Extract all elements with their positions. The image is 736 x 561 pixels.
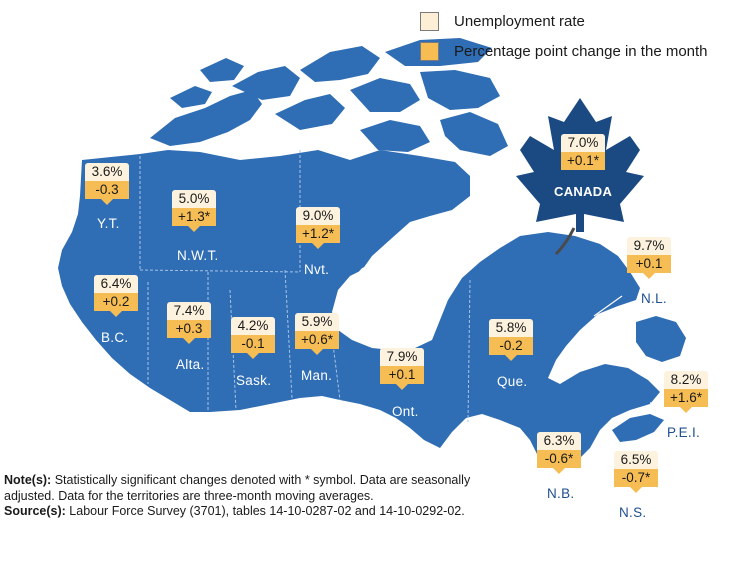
rate-nl: 9.7% — [627, 237, 671, 255]
legend-label-change: Percentage point change in the month — [454, 42, 708, 60]
maple-leaf-stem — [554, 227, 576, 256]
notes: Note(s): Statistically significant chang… — [4, 473, 474, 520]
label-canada: CANADA — [554, 184, 613, 199]
label-mb: Man. — [301, 368, 333, 383]
nova-scotia-shape — [612, 414, 664, 442]
rate-on: 7.9% — [380, 348, 424, 366]
callout-pointer — [101, 199, 113, 205]
label-nwt: N.W.T. — [177, 248, 219, 263]
rate-mb: 5.9% — [295, 313, 339, 331]
hudson-bay — [342, 262, 438, 340]
callout-on: 7.9% +0.1 — [380, 348, 424, 390]
rate-nwt: 5.0% — [172, 190, 216, 208]
change-pei: +1.6* — [664, 389, 708, 407]
label-nb: N.B. — [547, 486, 575, 501]
callout-ns: 6.5% -0.7* — [614, 451, 658, 493]
label-yt: Y.T. — [97, 216, 120, 231]
source-line: Source(s): Labour Force Survey (3701), t… — [4, 504, 474, 520]
label-bc: B.C. — [101, 330, 129, 345]
callout-pointer — [188, 226, 200, 232]
rate-canada: 7.0% — [561, 134, 605, 152]
rate-bc: 6.4% — [94, 275, 138, 293]
callout-pointer — [630, 487, 642, 493]
change-canada: +0.1* — [561, 152, 605, 170]
callout-nl: 9.7% +0.1 — [627, 237, 671, 279]
source-heading: Source(s): — [4, 504, 66, 518]
callout-canada: 7.0% +0.1* — [561, 134, 605, 170]
change-nvt: +1.2* — [296, 225, 340, 243]
legend-label-rate: Unemployment rate — [454, 12, 585, 30]
callout-mb: 5.9% +0.6* — [295, 313, 339, 355]
callout-nwt: 5.0% +1.3* — [172, 190, 216, 232]
pei-shape — [626, 394, 650, 404]
change-qc: -0.2 — [489, 337, 533, 355]
rate-nb: 6.3% — [537, 432, 581, 450]
callout-nb: 6.3% -0.6* — [537, 432, 581, 474]
callout-qc: 5.8% -0.2 — [489, 319, 533, 361]
note-text: Statistically significant changes denote… — [4, 473, 471, 503]
callout-pointer — [643, 273, 655, 279]
newfoundland-island — [636, 316, 686, 362]
label-nvt: Nvt. — [304, 262, 330, 277]
legend: Unemployment rate Percentage point chang… — [420, 8, 730, 68]
leader-lines — [593, 295, 665, 405]
rate-qc: 5.8% — [489, 319, 533, 337]
change-bc: +0.2 — [94, 293, 138, 311]
callout-pei: 8.2% +1.6* — [664, 371, 708, 413]
rate-pei: 8.2% — [664, 371, 708, 389]
change-nl: +0.1 — [627, 255, 671, 273]
callout-pointer — [396, 384, 408, 390]
label-ab: Alta. — [176, 357, 205, 372]
label-qc: Que. — [497, 374, 528, 389]
callout-pointer — [311, 349, 323, 355]
callout-sk: 4.2% -0.1 — [231, 317, 275, 359]
callout-pointer — [680, 407, 692, 413]
change-yt: -0.3 — [85, 181, 129, 199]
callout-bc: 6.4% +0.2 — [94, 275, 138, 317]
change-on: +0.1 — [380, 366, 424, 384]
rate-sk: 4.2% — [231, 317, 275, 335]
label-on: Ont. — [392, 404, 419, 419]
note-heading: Note(s): — [4, 473, 52, 487]
callout-pointer — [247, 353, 259, 359]
legend-row-change: Percentage point change in the month — [420, 38, 730, 64]
change-nb: -0.6* — [537, 450, 581, 468]
label-pei: P.E.I. — [667, 425, 701, 440]
note-line: Note(s): Statistically significant chang… — [4, 473, 474, 504]
callout-pointer — [505, 355, 517, 361]
change-mb: +0.6* — [295, 331, 339, 349]
callout-pointer — [553, 468, 565, 474]
change-ns: -0.7* — [614, 469, 658, 487]
callout-pointer — [183, 338, 195, 344]
legend-swatch-change — [420, 41, 439, 61]
callout-nvt: 9.0% +1.2* — [296, 207, 340, 249]
label-sk: Sask. — [236, 373, 272, 388]
callout-pointer — [312, 243, 324, 249]
legend-row-rate: Unemployment rate — [420, 8, 730, 34]
callout-ab: 7.4% +0.3 — [167, 302, 211, 344]
callout-yt: 3.6% -0.3 — [85, 163, 129, 205]
rate-nvt: 9.0% — [296, 207, 340, 225]
rate-ns: 6.5% — [614, 451, 658, 469]
arctic-archipelago — [150, 38, 508, 156]
change-sk: -0.1 — [231, 335, 275, 353]
label-ns: N.S. — [619, 505, 647, 520]
source-text: Labour Force Survey (3701), tables 14-10… — [65, 504, 465, 518]
change-ab: +0.3 — [167, 320, 211, 338]
label-nl: N.L. — [641, 291, 667, 306]
legend-swatch-rate — [420, 11, 439, 31]
rate-yt: 3.6% — [85, 163, 129, 181]
callout-pointer — [110, 311, 122, 317]
change-nwt: +1.3* — [172, 208, 216, 226]
rate-ab: 7.4% — [167, 302, 211, 320]
